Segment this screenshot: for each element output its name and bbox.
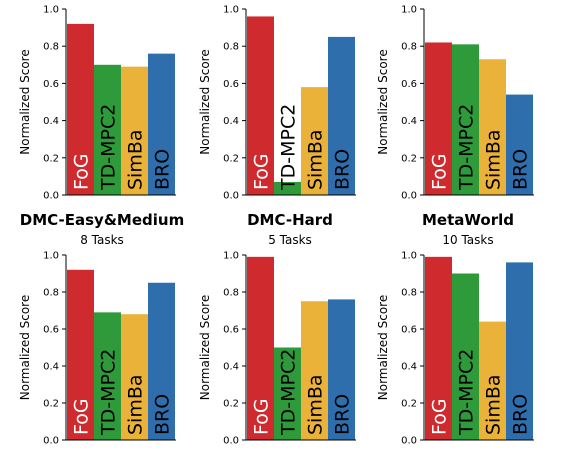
panel-1-bar-label-bro: BRO [152, 149, 174, 190]
panel-4-bar-simba [121, 314, 148, 440]
panel-4-y-tick-label: 0.6 [43, 325, 59, 336]
panel-3-y-tick-label: 1.0 [401, 5, 417, 16]
panel-6-bar-simba [479, 321, 506, 440]
panel-3-bar-simba [479, 59, 506, 195]
panel-4-bar-td-mpc2 [94, 312, 121, 440]
group-subtitle-dmc-easy-medium: 8 Tasks [80, 233, 124, 247]
panel-3-y-tick-label: 0.2 [401, 153, 417, 164]
panel-4-bar-fog [67, 269, 94, 440]
panel-6-bar-bro [506, 262, 533, 440]
panel-3-y-tick-label: 0.6 [401, 79, 417, 90]
panel-1-y-tick-label: 0.2 [43, 153, 59, 164]
panel-2-bar-simba [301, 87, 328, 195]
panel-2-y-tick-label: 0.2 [223, 153, 239, 164]
panel-5-bar-label-fog: FoG [251, 398, 273, 435]
panel-4-bar-label-td-mpc2: TD-MPC2 [98, 349, 120, 436]
panel-1-y-tick-label: 0.6 [43, 79, 59, 90]
panel-2-y-tick-label: 1.0 [223, 5, 239, 16]
panel-5-y-tick-label: 0.2 [223, 399, 239, 410]
panel-3-bar-label-bro: BRO [510, 149, 532, 190]
panel-4-bar-label-simba: SimBa [125, 374, 147, 435]
panel-2-bar-bro [328, 36, 355, 196]
panel-4-y-tick-label: 0.4 [43, 362, 59, 373]
panel-1-y-tick-label: 1.0 [43, 5, 59, 16]
panel-4-bar-label-bro: BRO [152, 394, 174, 435]
group-title-dmc-easy-medium: DMC-Easy&Medium [19, 211, 185, 229]
panel-5-bar-label-td-mpc2: TD-MPC2 [278, 349, 300, 436]
panel-1-bar-fog [67, 23, 94, 195]
panel-6-y-tick-label: 0.0 [401, 436, 417, 447]
panel-5-bar-simba [301, 301, 328, 440]
panel-5-bar-label-simba: SimBa [305, 374, 327, 435]
panel-6-bar-td-mpc2 [452, 273, 479, 440]
panel-3-bar-bro [506, 94, 533, 195]
panel-2-y-tick-label: 0.6 [223, 79, 239, 90]
panel-4-y-tick-label: 0.8 [43, 288, 59, 299]
panel-5-y-tick-label: 1.0 [223, 251, 239, 262]
panel-1-y-axis-label: Normalized Score [18, 49, 32, 154]
group-title-metaworld: MetaWorld [422, 211, 514, 229]
panel-3-bar-fog [425, 42, 452, 196]
panel-3-y-tick-label: 0.0 [401, 191, 417, 202]
panel-2-y-tick-label: 0.0 [223, 191, 239, 202]
panel-4-y-tick-label: 0.0 [43, 436, 59, 447]
panel-2-y-tick-label: 0.8 [223, 42, 239, 53]
panel-5-y-tick-label: 0.4 [223, 362, 239, 373]
panel-2-bar-fog [247, 16, 274, 195]
group-subtitle-metaworld: 10 Tasks [442, 233, 494, 247]
panel-5-bar-td-mpc2 [274, 347, 301, 440]
panel-3-y-axis-label: Normalized Score [376, 49, 390, 154]
group-title-dmc-hard: DMC-Hard [247, 211, 333, 229]
panel-4-y-tick-label: 1.0 [43, 251, 59, 262]
panel-6-y-tick-label: 0.6 [401, 325, 417, 336]
panel-6-y-tick-label: 0.4 [401, 362, 417, 373]
group-subtitle-dmc-hard: 5 Tasks [268, 233, 312, 247]
panel-1-bar-label-fog: FoG [71, 153, 93, 190]
panel-1-y-tick-label: 0.8 [43, 42, 59, 53]
panel-6-y-tick-label: 0.2 [401, 399, 417, 410]
panel-2-bar-td-mpc2 [274, 181, 301, 195]
panel-1-y-tick-label: 0.4 [43, 116, 59, 127]
panel-1-y-tick-label: 0.0 [43, 191, 59, 202]
panel-4-y-axis-label: Normalized Score [18, 295, 32, 400]
panel-6-bar-label-fog: FoG [429, 398, 451, 435]
panel-3-bar-td-mpc2 [452, 44, 479, 196]
panel-5-y-axis-label: Normalized Score [198, 295, 212, 400]
panel-3-y-tick-label: 0.4 [401, 116, 417, 127]
panel-6-y-tick-label: 1.0 [401, 251, 417, 262]
panel-3-bar-label-simba: SimBa [483, 129, 505, 190]
panel-2-bar-label-bro: BRO [332, 149, 354, 190]
panel-5-bar-label-bro: BRO [332, 394, 354, 435]
panel-6-bar-fog [425, 256, 452, 440]
panel-4-y-tick-label: 0.2 [43, 399, 59, 410]
panel-6-bar-label-bro: BRO [510, 394, 532, 435]
panel-1-bar-bro [148, 53, 175, 195]
panel-1-bar-label-td-mpc2: TD-MPC2 [98, 104, 120, 191]
panel-2-bar-label-td-mpc2: TD-MPC2 [278, 104, 300, 191]
panel-5-bar-fog [247, 256, 274, 440]
panel-5-y-tick-label: 0.8 [223, 288, 239, 299]
panel-2-y-axis-label: Normalized Score [198, 49, 212, 154]
panel-1-bar-label-simba: SimBa [125, 129, 147, 190]
panel-6-y-tick-label: 0.8 [401, 288, 417, 299]
panel-3-y-tick-label: 0.8 [401, 42, 417, 53]
panel-1-bar-td-mpc2 [94, 64, 121, 195]
panel-3-bar-label-td-mpc2: TD-MPC2 [456, 104, 478, 191]
panel-5-y-tick-label: 0.0 [223, 436, 239, 447]
panel-5-y-tick-label: 0.6 [223, 325, 239, 336]
panel-4-bar-bro [148, 282, 175, 440]
panel-2-bar-label-fog: FoG [251, 153, 273, 190]
panel-4-bar-label-fog: FoG [71, 398, 93, 435]
panel-6-bar-label-td-mpc2: TD-MPC2 [456, 349, 478, 436]
panel-2-y-tick-label: 0.4 [223, 116, 239, 127]
panel-3-bar-label-fog: FoG [429, 153, 451, 190]
panel-1-bar-simba [121, 66, 148, 195]
panel-2-bar-label-simba: SimBa [305, 129, 327, 190]
panel-6-y-axis-label: Normalized Score [376, 295, 390, 400]
panel-5-bar-bro [328, 299, 355, 440]
panel-6-bar-label-simba: SimBa [483, 374, 505, 435]
